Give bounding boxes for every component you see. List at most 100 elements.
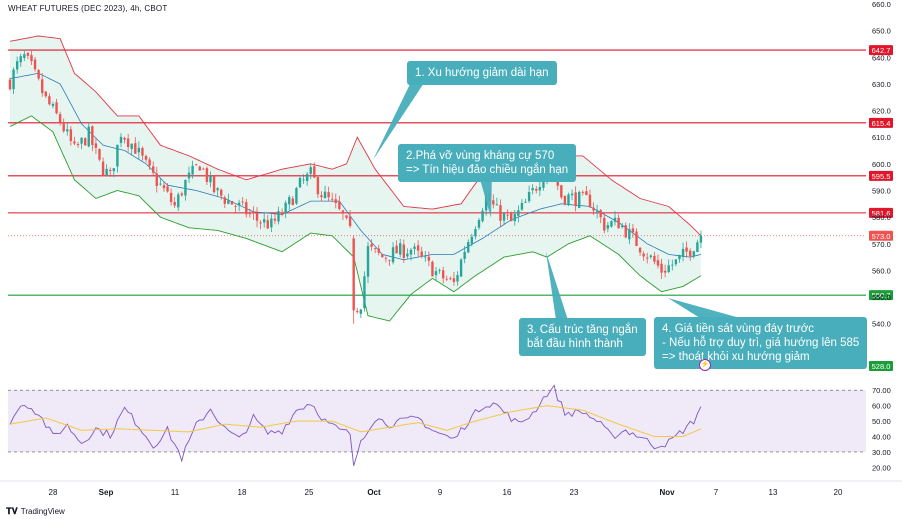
level-tag-595.5 <box>869 170 893 181</box>
candle-body <box>527 192 531 202</box>
candle-body <box>445 278 448 280</box>
horizontal-levels[interactable]: 642.7 615.4 595.5 581.6 550.7 528.0 573.0 <box>8 45 893 371</box>
candle <box>667 259 670 274</box>
pointer-uptrend <box>546 252 568 320</box>
candle-body <box>280 212 284 215</box>
candle-body <box>112 168 116 172</box>
candle <box>470 233 474 247</box>
candle <box>234 204 237 213</box>
candle <box>194 163 198 166</box>
time-axis[interactable]: 28 Sep 11 18 25 Oct 9 16 23 Nov 7 13 20 <box>0 480 902 497</box>
price-tick-label: 590.0 <box>872 186 891 195</box>
candle <box>223 195 226 209</box>
rsi-line <box>9 384 702 466</box>
candle <box>499 199 502 227</box>
candle <box>123 136 126 144</box>
time-tick-label: Sep <box>99 488 114 497</box>
time-tick-label: 20 <box>834 488 843 497</box>
price-tick-label: 610.0 <box>872 133 891 142</box>
rsi-pane[interactable] <box>8 384 866 466</box>
candle-body <box>284 202 287 214</box>
candle-body <box>481 210 484 222</box>
time-tick-label: 16 <box>503 488 512 497</box>
candle-body <box>653 255 656 262</box>
candle <box>98 148 101 162</box>
candle-body <box>681 248 685 257</box>
time-tick-label: 11 <box>171 488 180 497</box>
candle <box>363 271 366 312</box>
candle <box>345 214 348 220</box>
candle <box>245 198 248 218</box>
candle <box>331 192 334 203</box>
candle <box>520 199 524 211</box>
candlestick-series[interactable] <box>8 49 703 324</box>
candle <box>134 137 137 155</box>
candle <box>492 194 495 209</box>
candle-body <box>506 214 509 216</box>
candle-body <box>73 141 76 144</box>
candle-body <box>431 261 434 277</box>
candle-body <box>592 207 595 211</box>
candle <box>384 256 388 263</box>
candle <box>259 220 262 230</box>
candle <box>26 52 30 60</box>
candle-body <box>62 122 65 132</box>
candle-body <box>531 187 534 191</box>
candle-body <box>12 69 15 90</box>
candle-body <box>169 192 173 202</box>
price-tick-label: 640.0 <box>872 53 891 62</box>
candle <box>653 251 656 265</box>
candle <box>338 195 341 211</box>
lightning-icon[interactable]: ⚡ <box>699 359 711 371</box>
callout-pointers <box>373 80 740 320</box>
candle <box>373 247 377 254</box>
candle-body <box>37 70 40 79</box>
candle <box>646 252 649 264</box>
tradingview-logo-icon: 𝐓𝐕 <box>6 506 18 516</box>
candle <box>474 226 477 240</box>
candle-body <box>373 248 377 249</box>
candle-body <box>603 217 606 231</box>
candle <box>524 198 527 203</box>
candle <box>506 209 509 220</box>
candle <box>692 250 695 259</box>
candle <box>41 73 44 97</box>
candle-body <box>288 197 291 205</box>
candle-body <box>642 253 645 257</box>
candle-body <box>599 210 602 218</box>
candle-body <box>581 191 584 193</box>
candle <box>270 214 273 233</box>
callout-breakout: 2.Phá vỡ vùng kháng cự 570 => Tín hiệu đ… <box>398 144 577 182</box>
candle <box>277 206 280 225</box>
candle <box>424 250 427 262</box>
candle-body <box>696 242 699 252</box>
candle <box>166 183 169 193</box>
candle-body <box>266 220 269 229</box>
candle <box>588 189 592 208</box>
candle <box>295 186 298 205</box>
candle <box>323 185 327 199</box>
candle <box>212 175 216 194</box>
candle <box>445 275 448 282</box>
candle <box>198 165 201 171</box>
candle-body <box>663 270 667 273</box>
candle-body <box>674 259 678 265</box>
candle <box>699 230 703 249</box>
price-axis[interactable]: 540.0 550.0 560.0 570.0 580.0 590.0 600.0 610.0… <box>872 0 891 472</box>
time-tick-label: 7 <box>714 488 719 497</box>
candle-body <box>262 219 266 223</box>
candle-body <box>610 221 613 227</box>
candle <box>467 239 470 254</box>
candle-body <box>377 248 380 253</box>
time-tick-label: 28 <box>49 488 58 497</box>
candle-body <box>660 263 663 273</box>
candle-body <box>628 229 631 240</box>
candle-body <box>399 243 402 255</box>
level-tag-581.6 <box>869 207 893 218</box>
candle <box>356 307 359 314</box>
rsi-tick-label: 20.00 <box>872 463 891 472</box>
tradingview-brand[interactable]: 𝐓𝐕 TradingView <box>6 506 65 517</box>
candle-body <box>216 188 219 191</box>
candle <box>581 190 584 196</box>
